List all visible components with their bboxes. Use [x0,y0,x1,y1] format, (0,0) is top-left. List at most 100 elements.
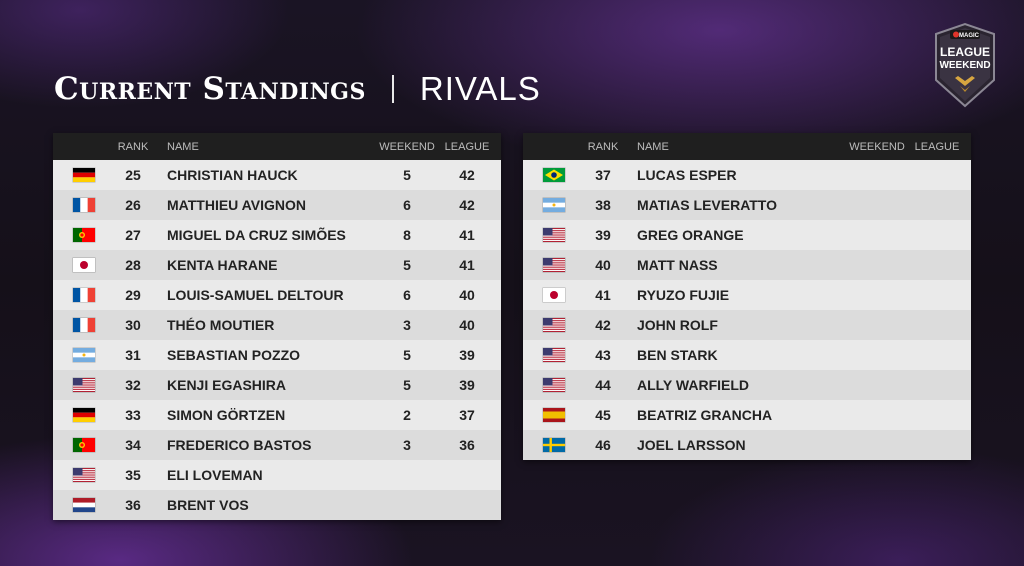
rank-cell: 43 [595,347,611,363]
table-row: 36 BRENT VOS [53,490,501,520]
rank-cell: 32 [125,377,141,393]
rank-cell: 28 [125,257,141,273]
rank-cell: 46 [595,437,611,453]
table-row: 41 RYUZO FUJIE [523,280,971,310]
standings-table-left: RANK NAME WEEKEND LEAGUE 25 CHRISTIAN HAU… [53,133,501,520]
weekend-points-cell: 6 [403,197,411,213]
weekend-points-cell: 3 [403,317,411,333]
table-body: 37 LUCAS ESPER 38 MATIAS LEVERATTO 39 GREG OR… [523,160,971,460]
weekend-points-cell: 6 [403,287,411,303]
page-heading: Current Standings RIVALS [54,66,541,112]
player-name-cell: BEN STARK [637,347,718,363]
netherlands-flag-icon [73,498,95,512]
rank-cell: 37 [595,167,611,183]
column-league: LEAGUE [444,140,490,153]
usa-flag-icon [73,468,95,482]
rank-cell: 26 [125,197,141,213]
column-rank: RANK [587,140,619,153]
weekend-points-cell: 8 [403,227,411,243]
usa-flag-icon [543,318,565,332]
portugal-flag-icon [73,228,95,242]
table-row: 29 LOUIS-SAMUEL DELTOUR 6 40 [53,280,501,310]
svg-text:LEAGUE: LEAGUE [940,45,990,59]
page-subtitle: RIVALS [419,70,541,107]
rank-cell: 33 [125,407,141,423]
rank-cell: 35 [125,467,141,483]
player-name-cell: THÉO MOUTIER [167,317,275,333]
usa-flag-icon [543,348,565,362]
player-name-cell: BEATRIZ GRANCHA [637,407,773,423]
rank-cell: 30 [125,317,141,333]
table-row: 33 SIMON GÖRTZEN 2 37 [53,400,501,430]
france-flag-icon [73,288,95,302]
league-weekend-logo-icon: MAGIC LEAGUE WEEKEND [935,22,995,108]
rank-cell: 39 [595,227,611,243]
japan-flag-icon [73,258,95,272]
rank-cell: 34 [125,437,141,453]
brazil-flag-icon [543,168,565,182]
germany-flag-icon [73,168,95,182]
portugal-flag-icon [73,438,95,452]
column-name: NAME [167,140,199,153]
rank-cell: 45 [595,407,611,423]
rank-cell: 44 [595,377,611,393]
player-name-cell: LOUIS-SAMUEL DELTOUR [167,287,344,303]
column-rank: RANK [117,140,149,153]
table-row: 26 MATTHIEU AVIGNON 6 42 [53,190,501,220]
rank-cell: 41 [595,287,611,303]
usa-flag-icon [543,258,565,272]
league-points-cell: 41 [459,257,475,273]
league-points-cell: 40 [459,287,475,303]
svg-text:WEEKEND: WEEKEND [939,60,990,71]
player-name-cell: SEBASTIAN POZZO [167,347,301,363]
player-name-cell: MIGUEL DA CRUZ SIMÕES [167,227,346,243]
league-points-cell: 41 [459,227,475,243]
league-points-cell: 39 [459,347,475,363]
league-points-cell: 37 [459,407,475,423]
player-name-cell: RYUZO FUJIE [637,287,730,303]
rank-cell: 29 [125,287,141,303]
player-name-cell: KENTA HARANE [167,257,278,273]
table-row: 44 ALLY WARFIELD [523,370,971,400]
table-row: 28 KENTA HARANE 5 41 [53,250,501,280]
argentina-flag-icon [543,198,565,212]
rank-cell: 25 [125,167,141,183]
france-flag-icon [73,318,95,332]
rank-cell: 36 [125,497,141,513]
weekend-points-cell: 5 [403,257,411,273]
weekend-points-cell: 5 [403,377,411,393]
france-flag-icon [73,198,95,212]
player-name-cell: ALLY WARFIELD [637,377,750,393]
rank-cell: 38 [595,197,611,213]
table-row: 25 CHRISTIAN HAUCK 5 42 [53,160,501,190]
player-name-cell: JOHN ROLF [637,317,718,333]
table-row: 27 MIGUEL DA CRUZ SIMÕES 8 41 [53,220,501,250]
player-name-cell: GREG ORANGE [637,227,744,243]
table-row: 30 THÉO MOUTIER 3 40 [53,310,501,340]
table-row: 34 FREDERICO BASTOS 3 36 [53,430,501,460]
page-title: Current Standings [54,71,366,107]
player-name-cell: MATTHIEU AVIGNON [167,197,306,213]
table-row: 32 KENJI EGASHIRA 5 39 [53,370,501,400]
league-points-cell: 40 [459,317,475,333]
league-points-cell: 42 [459,167,475,183]
table-header: RANK NAME WEEKEND LEAGUE [523,133,971,160]
table-header: RANK NAME WEEKEND LEAGUE [53,133,501,160]
player-name-cell: SIMON GÖRTZEN [167,407,286,423]
spain-flag-icon [543,408,565,422]
usa-flag-icon [543,228,565,242]
usa-flag-icon [73,378,95,392]
player-name-cell: CHRISTIAN HAUCK [167,167,298,183]
league-points-cell: 42 [459,197,475,213]
title-divider [391,75,394,103]
player-name-cell: FREDERICO BASTOS [167,437,312,453]
table-row: 45 BEATRIZ GRANCHA [523,400,971,430]
rank-cell: 42 [595,317,611,333]
table-row: 38 MATIAS LEVERATTO [523,190,971,220]
column-league: LEAGUE [914,140,960,153]
rank-cell: 40 [595,257,611,273]
svg-text:MAGIC: MAGIC [959,33,980,39]
argentina-flag-icon [73,348,95,362]
germany-flag-icon [73,408,95,422]
table-row: 43 BEN STARK [523,340,971,370]
